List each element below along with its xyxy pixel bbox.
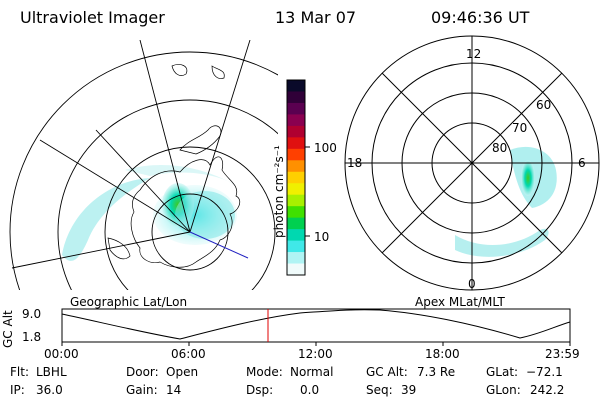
mlt-panel-label: Apex MLat/MLT [415,295,505,309]
altitude-x-ticks [61,342,571,346]
time-label: 09:46:36 UT [431,8,530,27]
colorbar-strip [287,206,305,219]
coastlines [107,64,241,268]
glat-value: −72.1 [526,365,563,379]
flt-value: LBHL [36,365,67,379]
altitude-ytick-high: 9.0 [22,307,42,321]
colorbar-strip [287,252,305,265]
door-value: Open [166,365,199,379]
colorbar-label-100: 100 [314,141,337,155]
ip-value: 36.0 [36,383,63,397]
mode-label: Mode: [246,365,283,379]
colorbar-strip [287,240,305,253]
colorbar-strip [287,160,305,173]
date-label: 13 Mar 07 [275,8,357,27]
seq-value: 39 [401,383,417,397]
altitude-xtick-2: 12:00 [298,347,333,361]
mode-value: Normal [290,365,334,379]
colorbar-strip [287,137,305,150]
mlt-spokes [345,36,599,290]
ip-label: IP: [10,383,25,397]
seq-label: Seq: [366,383,393,397]
sun-direction-line [189,231,249,259]
colorbar-strip [287,125,305,138]
colorbar-strip [287,91,305,104]
colorbar [286,79,310,276]
altitude-xtick-0: 00:00 [44,347,79,361]
flt-label: Flt: [10,365,29,379]
mlat-label-70: 70 [512,121,528,135]
colorbar-strip [287,102,305,115]
altitude-xtick-3: 18:00 [425,347,460,361]
gain-value: 14 [166,383,182,397]
colorbar-strip [287,217,305,230]
colorbar-label-10: 10 [314,230,330,244]
meridian-lines [11,40,251,269]
colorbar-strip [287,171,305,184]
glat-label: GLat: [486,365,519,379]
mlt-label-12: 12 [466,47,482,61]
instrument-title: Ultraviolet Imager [20,8,165,27]
mlt-label-18: 18 [347,156,363,170]
glon-value: 242.2 [530,383,565,397]
glon-label: GLon: [486,383,521,397]
colorbar-frame [286,79,306,276]
colorbar-strip [287,263,305,276]
gc-alt-label: GC Alt: [366,365,408,379]
dsp-label: Dsp: [246,383,274,397]
altitude-plot-frame [61,308,571,343]
altitude-ylabel: GC Alt [1,310,15,348]
mlt-polar-plot [344,35,600,291]
altitude-ytick-low: 1.8 [22,330,42,344]
colorbar-unit-label: photon cm⁻²s⁻¹ [272,145,286,238]
colorbar-strip [287,183,305,196]
door-label: Door: [126,365,159,379]
aurora-mlt-emission [455,146,557,257]
colorbar-strip [287,148,305,161]
altitude-xtick-4: 23:59 [545,347,580,361]
altitude-plot [61,308,571,346]
colorbar-strip [287,194,305,207]
mlt-label-0: 0 [468,277,476,291]
latitude-circles [9,51,278,290]
geo-panel-label: Geographic Lat/Lon [70,295,188,309]
dsp-value: 0.0 [300,383,320,397]
gc-alt-value: 7.3 Re [417,365,456,379]
colorbar-strip [287,229,305,242]
mlat-label-60: 60 [536,98,552,112]
geographic-map [9,40,278,290]
gain-label: Gain: [126,383,158,397]
colorbar-strips [287,80,305,276]
altitude-xtick-1: 06:00 [171,347,206,361]
colorbar-strip [287,114,305,127]
mlat-label-80: 80 [492,141,508,155]
colorbar-strip [287,80,305,92]
altitude-curve [61,309,571,340]
mlt-label-6: 6 [578,156,586,170]
